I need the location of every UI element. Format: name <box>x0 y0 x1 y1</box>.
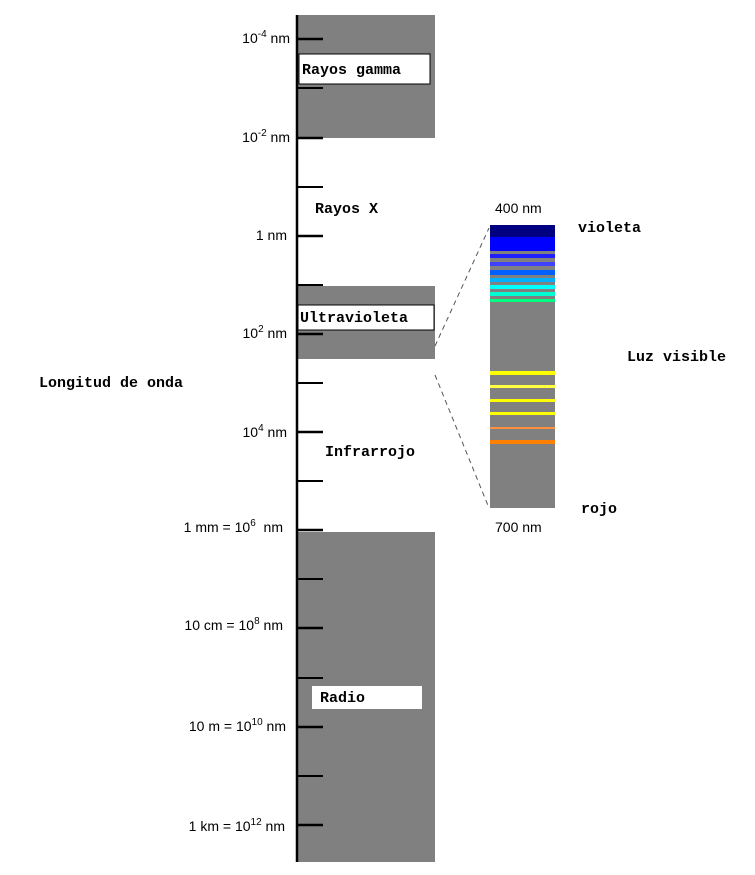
visible-top-value: 400 nm <box>495 200 542 216</box>
major-ticks <box>297 37 323 827</box>
visible-top-color: violeta <box>578 220 641 237</box>
visible-connector-bottom <box>434 374 490 509</box>
visible-color-lines <box>490 225 555 444</box>
yellow-line <box>490 399 555 402</box>
tick-labels: 10-4 nm 10-2 nm 1 nm 102 nm 104 nm 1 mm … <box>184 29 290 834</box>
band-label-radio: Radio <box>320 690 365 707</box>
tick-label: 10-2 nm <box>242 128 290 145</box>
cyan-line <box>490 278 555 282</box>
blue-line <box>490 254 555 258</box>
yellow-line <box>490 385 555 388</box>
orange-line <box>490 440 555 444</box>
tick-label: 1 mm = 106 nm <box>184 518 283 535</box>
blue-line <box>490 237 555 251</box>
green-line <box>490 299 555 302</box>
tick-label: 1 nm <box>256 227 287 243</box>
visible-light-label: Luz visible <box>627 349 726 366</box>
blue-line <box>490 262 555 266</box>
cyan-line <box>490 292 555 296</box>
visible-spectrum-column <box>490 225 555 508</box>
yellow-line <box>490 412 555 415</box>
tick-label: 10-4 nm <box>242 29 290 46</box>
violet-line <box>490 225 555 237</box>
visible-bottom-value: 700 nm <box>495 519 542 535</box>
gamma-label-box <box>298 53 431 85</box>
blue-line <box>490 270 555 275</box>
orange-line <box>490 427 555 429</box>
radio-label-box <box>312 686 422 709</box>
tick-label: 10 m = 1010 nm <box>189 717 286 734</box>
tick-label: 10 cm = 108 nm <box>184 616 283 633</box>
band-label-xray: Rayos X <box>315 201 378 218</box>
band-label-infrared: Infrarrojo <box>325 444 415 461</box>
tick-label: 1 km = 1012 nm <box>189 817 285 834</box>
band-label-gamma: Rayos gamma <box>302 62 401 79</box>
tick-label: 102 nm <box>243 324 287 341</box>
visible-connector-top <box>434 227 490 347</box>
axis-label: Longitud de onda <box>39 375 183 392</box>
band-label-ultraviolet: Ultravioleta <box>300 310 408 327</box>
yellow-line <box>490 371 555 375</box>
ultraviolet-label-box <box>297 304 435 331</box>
minor-ticks <box>297 87 323 777</box>
cyan-line <box>490 285 555 289</box>
tick-label: 104 nm <box>243 423 287 440</box>
visible-bottom-color: rojo <box>581 501 617 518</box>
